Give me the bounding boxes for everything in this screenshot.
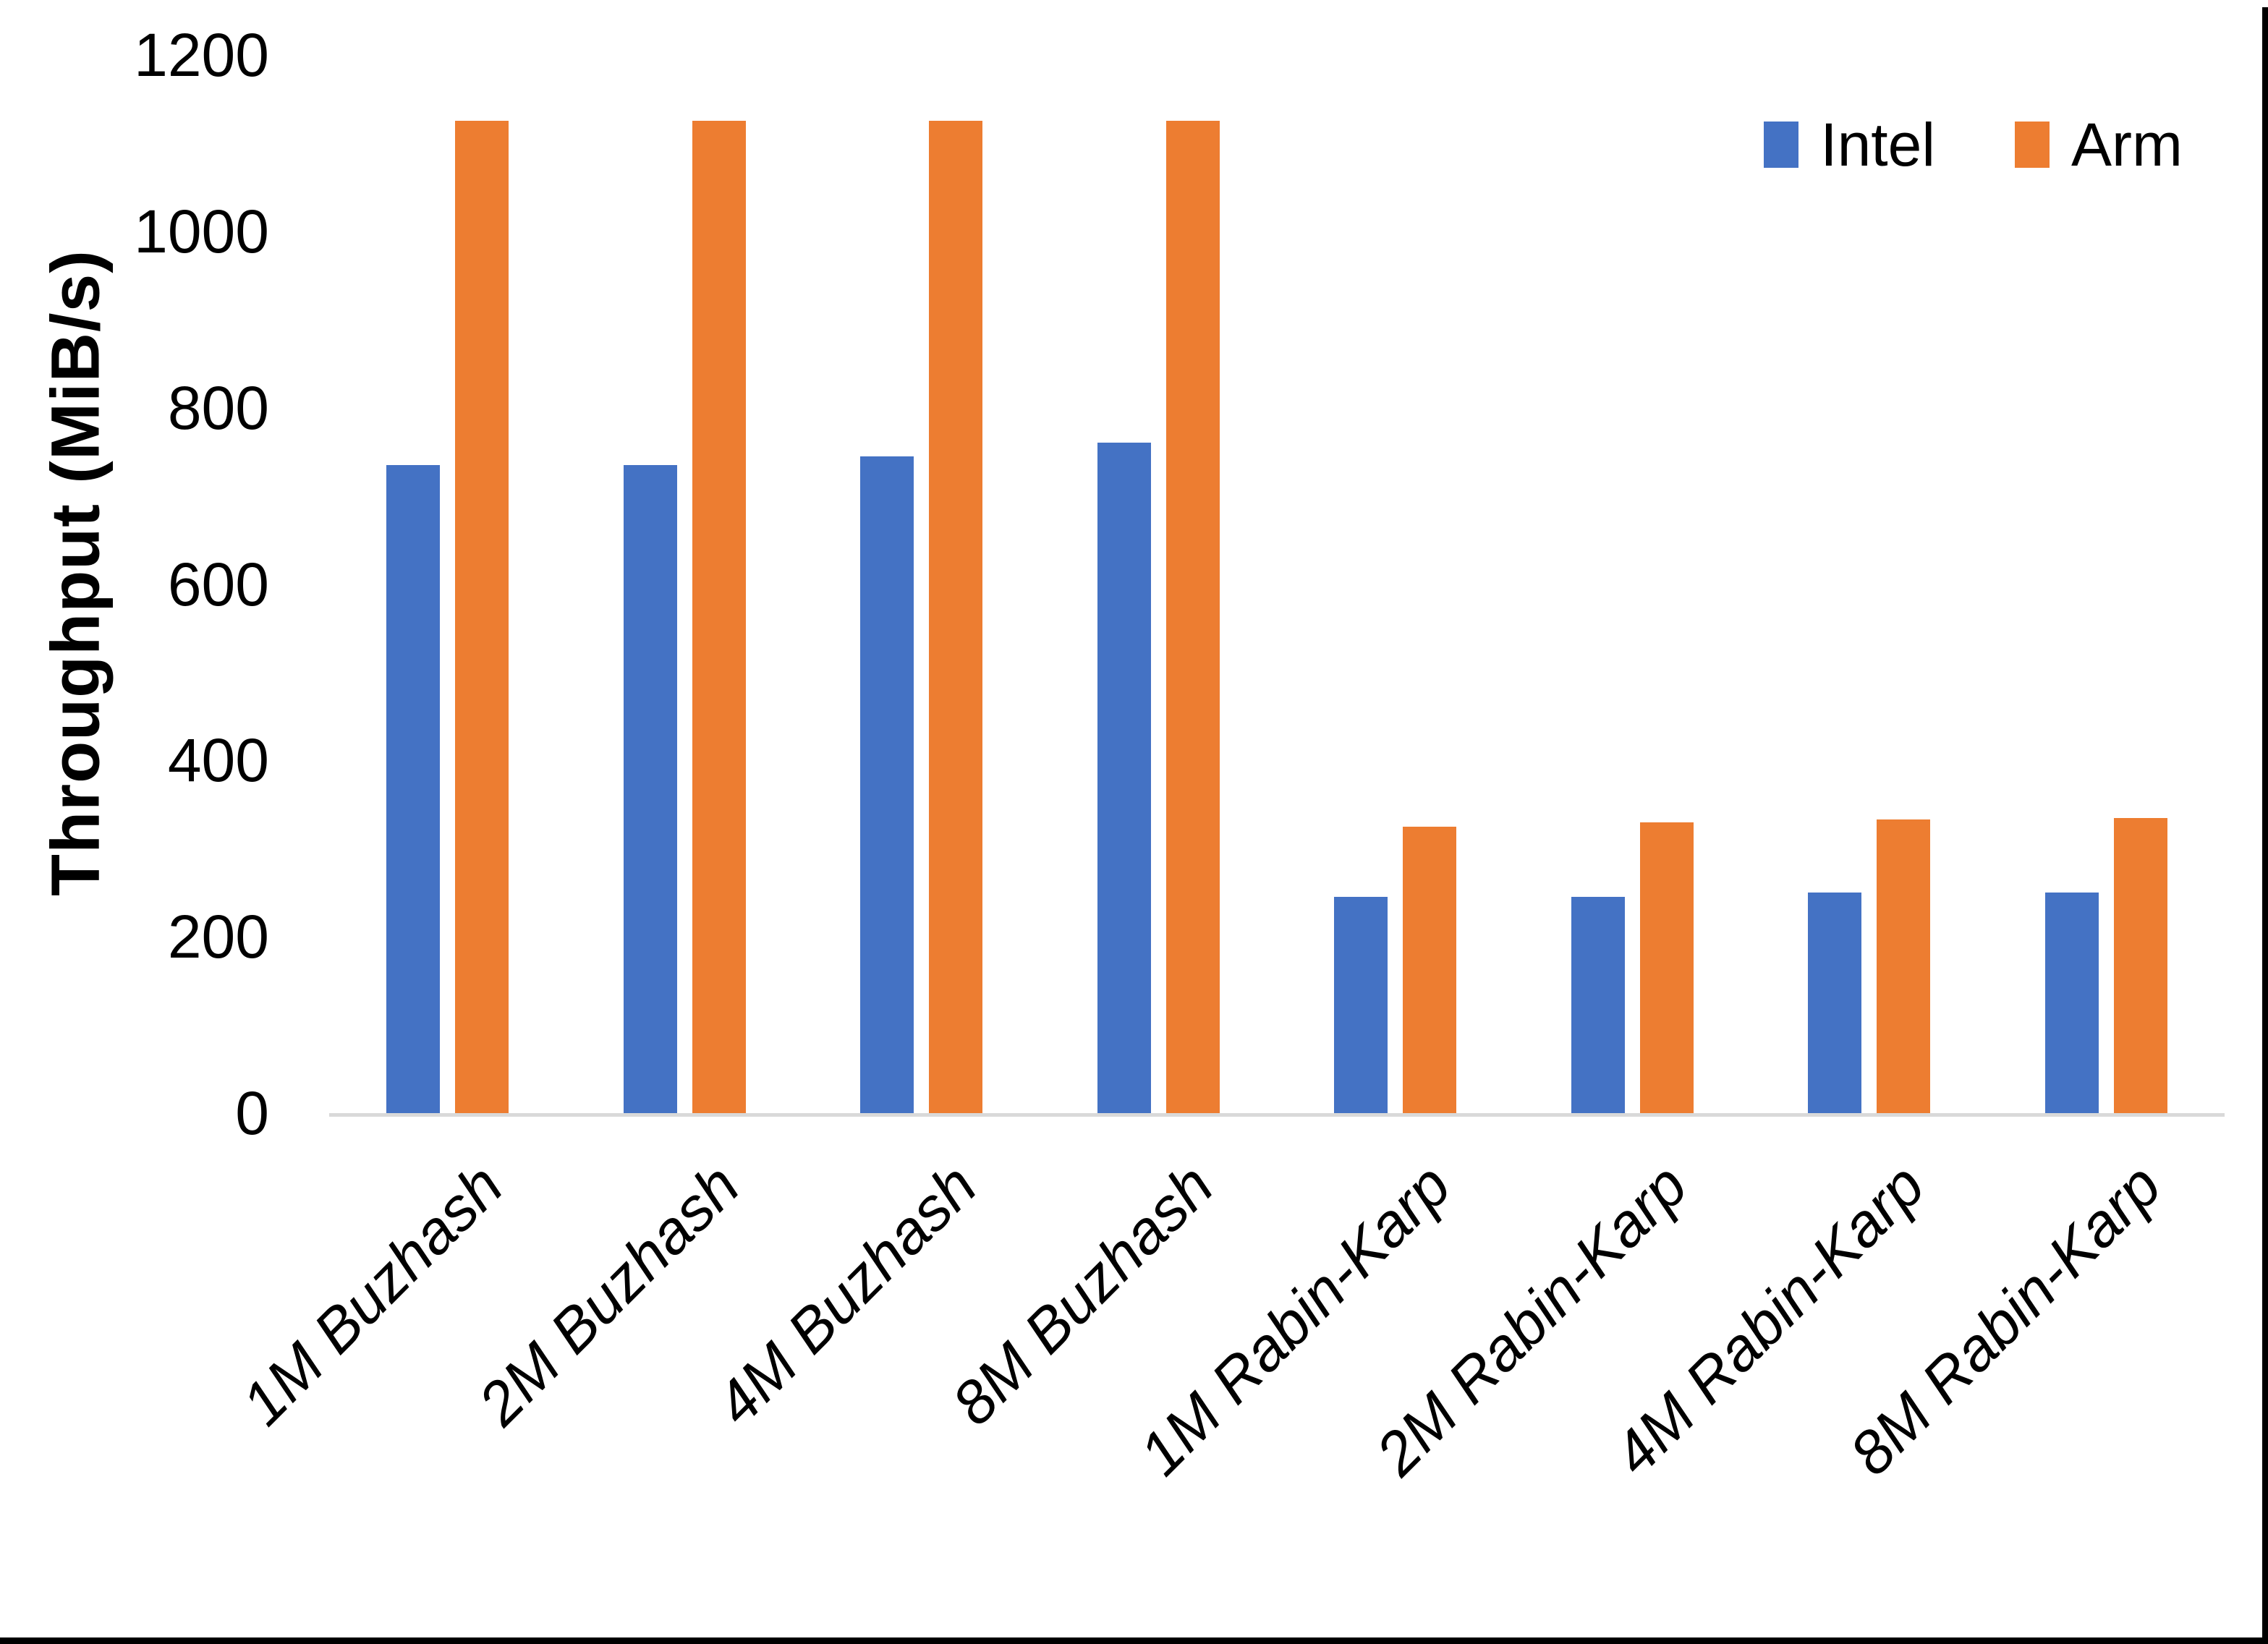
legend-item-arm: Arm xyxy=(2015,114,2183,175)
legend-swatch-intel-icon xyxy=(1764,122,1799,168)
legend-item-intel: Intel xyxy=(1764,114,1935,175)
window-edge-right xyxy=(2262,7,2268,1644)
bar-arm-1 xyxy=(455,121,509,1113)
bar-arm-4 xyxy=(1165,121,1220,1113)
y-tick-label-200: 200 xyxy=(167,903,269,971)
y-tick-label-600: 600 xyxy=(167,550,269,618)
bar-intel-2 xyxy=(623,465,677,1113)
bar-intel-5 xyxy=(1334,897,1388,1113)
legend-label-intel: Intel xyxy=(1820,111,1936,179)
bar-arm-3 xyxy=(929,121,983,1113)
bar-arm-5 xyxy=(1403,827,1457,1113)
bar-arm-7 xyxy=(1877,819,1931,1113)
y-tick-label-800: 800 xyxy=(167,373,269,442)
bar-intel-3 xyxy=(860,456,914,1113)
bar-intel-7 xyxy=(1808,893,1862,1113)
bar-arm-6 xyxy=(1639,822,1694,1113)
y-tick-label-1000: 1000 xyxy=(134,197,269,265)
y-tick-label-0: 0 xyxy=(235,1079,269,1147)
y-tick-label-1200: 1200 xyxy=(134,21,269,89)
bar-intel-8 xyxy=(2044,893,2099,1113)
legend: Intel Arm xyxy=(1764,114,2183,175)
window-edge-bottom xyxy=(0,1637,2268,1644)
bar-arm-2 xyxy=(692,121,746,1113)
legend-swatch-arm-icon xyxy=(2015,122,2050,168)
legend-label-arm: Arm xyxy=(2071,111,2183,179)
bar-intel-1 xyxy=(386,465,441,1113)
y-tick-label-400: 400 xyxy=(167,726,269,795)
x-axis-line xyxy=(329,1113,2225,1117)
bar-arm-8 xyxy=(2113,818,2167,1113)
bar-intel-6 xyxy=(1571,897,1625,1113)
bar-intel-4 xyxy=(1097,443,1151,1113)
